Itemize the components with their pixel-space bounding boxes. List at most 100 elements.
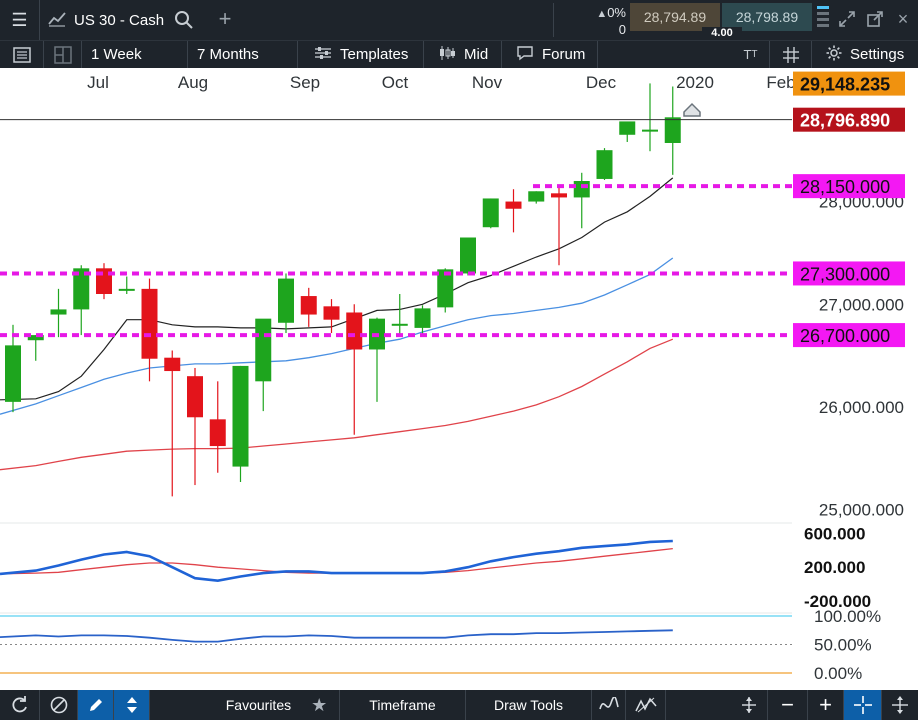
x-axis-label: Jul	[87, 73, 109, 92]
candle-body	[391, 323, 408, 326]
star-icon: ★	[311, 694, 328, 715]
price-type-label: Mid	[464, 46, 489, 63]
panel-toggle-icon[interactable]	[0, 41, 44, 68]
candle-body	[73, 268, 90, 310]
oscillator-y-label: 50.00%	[814, 636, 872, 655]
candle-body	[278, 278, 294, 323]
sort-arrows-icon[interactable]	[114, 690, 150, 720]
forum-button[interactable]: Forum	[502, 41, 598, 68]
candle-body	[573, 181, 590, 198]
candle	[596, 148, 613, 180]
favourites-label: Favourites	[225, 697, 292, 713]
buy-price: 28,798.89	[735, 9, 799, 25]
instrument-name: US 30 - Cash	[74, 11, 165, 29]
candle	[118, 276, 135, 294]
timeframe-button[interactable]: Timeframe	[340, 690, 466, 720]
sell-button[interactable]: 28,794.89	[630, 3, 720, 31]
candle	[482, 198, 499, 229]
indicator-y-label: -200.000	[804, 592, 871, 611]
indicator-y-label: 600.000	[804, 524, 865, 543]
divider	[553, 3, 554, 37]
candle-body	[141, 288, 158, 359]
add-tab-icon[interactable]: +	[218, 6, 232, 31]
candle	[369, 317, 385, 402]
candle	[300, 287, 317, 327]
draw-tools-button[interactable]: Draw Tools	[466, 690, 592, 720]
price-change: ▲0% 0	[582, 5, 626, 38]
settings-label: Settings	[850, 46, 905, 63]
candle-body	[482, 198, 499, 228]
settings-button[interactable]: Settings	[812, 41, 918, 68]
hide-drawings-icon[interactable]	[40, 690, 78, 720]
candle-body	[209, 419, 226, 447]
candle-body	[164, 357, 181, 372]
candle	[323, 299, 340, 334]
y-axis-label: 26,000.000	[819, 398, 904, 417]
templates-button[interactable]: Templates	[298, 41, 424, 68]
candle	[346, 304, 363, 435]
wave-icon[interactable]	[592, 690, 626, 720]
expand-icon[interactable]	[838, 10, 856, 28]
popout-icon[interactable]	[866, 10, 884, 28]
candle	[664, 86, 681, 175]
refresh-icon[interactable]	[0, 690, 40, 720]
y-axis-label: 25,000.000	[819, 501, 904, 520]
candle	[232, 365, 249, 482]
oscillator-y-label: 0.00%	[814, 664, 862, 683]
instrument-selector[interactable]: US 30 - Cash	[48, 0, 164, 40]
forum-label: Forum	[542, 46, 586, 63]
candle	[141, 278, 158, 382]
caret-up-icon: ▲	[596, 8, 608, 20]
interval-selector[interactable]: 1 Week	[82, 41, 188, 68]
candle	[551, 186, 567, 266]
candle-body	[346, 312, 363, 350]
grid-icon[interactable]	[770, 41, 812, 68]
menu-icon[interactable]: ☰	[0, 0, 40, 40]
chart-area[interactable]: Jul Aug Sep Oct Nov Dec 2020 Feb 28,000.000 27,00…	[0, 68, 918, 690]
candle	[5, 324, 21, 413]
search-icon[interactable]	[174, 10, 194, 30]
price-type-button[interactable]: Mid	[424, 41, 502, 68]
order-ladder-icon[interactable]	[816, 4, 830, 34]
candle-body	[528, 191, 545, 202]
zigzag-icon[interactable]	[626, 690, 666, 720]
candle	[573, 172, 590, 229]
candle	[187, 367, 203, 486]
candle-body	[255, 318, 272, 382]
change-percent: 0%	[607, 5, 626, 20]
sliders-icon	[314, 46, 332, 63]
indicator-signal-line	[0, 547, 673, 575]
move-icon[interactable]	[882, 690, 918, 720]
moving-average-slow	[0, 338, 674, 471]
zoom-out-icon[interactable]: −	[768, 690, 808, 720]
candle	[73, 265, 90, 336]
indicator-y-label: 200.000	[804, 558, 865, 577]
candle-body	[300, 296, 317, 315]
close-icon[interactable]: ×	[897, 9, 909, 29]
high-price-tag: 29,148.235	[800, 75, 890, 95]
candle-body	[27, 335, 44, 341]
range-label: 7 Months	[197, 46, 259, 63]
candle	[619, 121, 636, 142]
level-price-tag: 26,700.000	[800, 326, 890, 346]
candle-body	[232, 365, 249, 467]
top-bar: ☰ US 30 - Cash + ▲0% 0 28,794.89 28,798.…	[0, 0, 918, 40]
candle-body	[414, 308, 431, 328]
price-chart[interactable]: Jul Aug Sep Oct Nov Dec 2020 Feb28,000.00027,00…	[0, 68, 918, 690]
favourites-button[interactable]: Favourites ★	[214, 690, 340, 720]
layout-icon[interactable]	[44, 41, 82, 68]
range-selector[interactable]: 7 Months	[188, 41, 298, 68]
level-price-tag: 28,150.000	[800, 177, 890, 197]
fit-chart-icon[interactable]	[730, 690, 768, 720]
high-price-tag-bg	[793, 71, 905, 96]
pencil-icon[interactable]	[78, 690, 114, 720]
zoom-in-icon[interactable]: +	[808, 690, 844, 720]
buy-button[interactable]: 28,798.89	[722, 3, 812, 31]
change-absolute: 0	[618, 22, 626, 37]
candle-body	[50, 309, 67, 315]
crosshair-icon[interactable]	[844, 690, 882, 720]
candle-body	[437, 269, 454, 308]
